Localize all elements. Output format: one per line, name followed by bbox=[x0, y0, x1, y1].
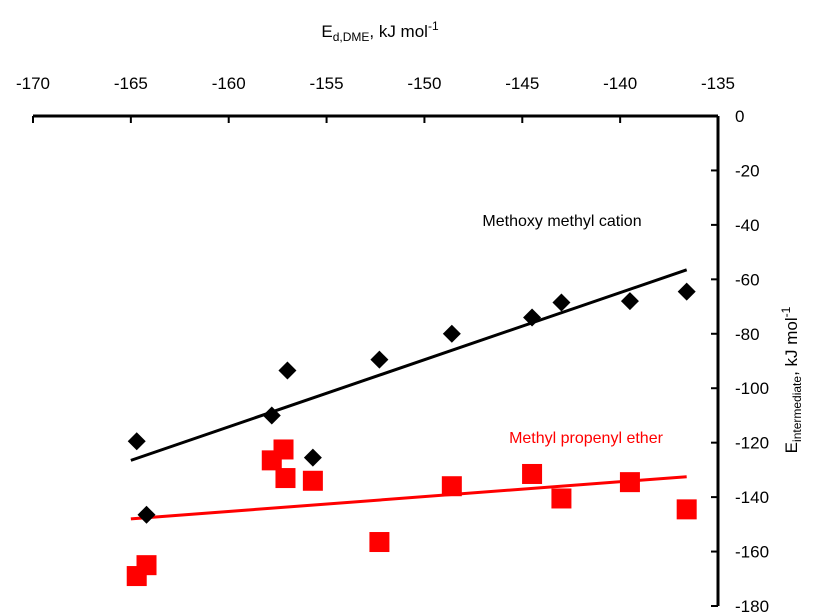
y-tick-label: -60 bbox=[735, 270, 760, 289]
data-point-diamond bbox=[677, 282, 696, 301]
y-tick-label: -80 bbox=[735, 325, 760, 344]
y-tick-label: -140 bbox=[735, 488, 769, 507]
y-tick-label: -20 bbox=[735, 161, 760, 180]
data-point-diamond bbox=[523, 308, 542, 327]
series-label-methyl-propenyl-ether: Methyl propenyl ether bbox=[509, 430, 664, 447]
y-tick-label: -40 bbox=[735, 216, 760, 235]
data-point-square bbox=[136, 555, 157, 576]
y-axis-title: Eintermediate, kJ mol-1 bbox=[779, 306, 804, 453]
data-point-square bbox=[369, 532, 390, 553]
data-point-square bbox=[619, 472, 640, 493]
data-point-diamond bbox=[137, 505, 156, 524]
data-point-square bbox=[522, 463, 543, 484]
data-point-diamond bbox=[303, 448, 322, 467]
x-tick-label: -160 bbox=[212, 74, 246, 93]
data-point-diamond bbox=[442, 324, 461, 343]
data-point-diamond bbox=[127, 432, 146, 451]
series-annotations: Methoxy methyl cation Methyl propenyl eth… bbox=[482, 213, 663, 447]
data-point-diamond bbox=[262, 406, 281, 425]
trendlines bbox=[130, 268, 688, 521]
data-point-square bbox=[275, 468, 296, 489]
y-tick-label: -180 bbox=[735, 597, 769, 615]
data-point-diamond bbox=[552, 293, 571, 312]
data-point-square bbox=[273, 439, 294, 460]
data-point-diamond bbox=[620, 292, 639, 311]
series-label-methoxy-methyl-cation: Methoxy methyl cation bbox=[482, 213, 641, 230]
x-tick-label: -165 bbox=[114, 74, 148, 93]
trendline bbox=[130, 475, 687, 521]
y-tick-label: -100 bbox=[735, 379, 769, 398]
x-tick-label: -150 bbox=[407, 74, 441, 93]
data-point-diamond bbox=[370, 350, 389, 369]
y-tick-label: -160 bbox=[735, 543, 769, 562]
data-point-square bbox=[551, 488, 572, 509]
x-tick-label: -145 bbox=[505, 74, 539, 93]
data-points bbox=[126, 282, 697, 587]
y-tick-label: -120 bbox=[735, 434, 769, 453]
trendline bbox=[130, 268, 688, 462]
x-tick-label: -135 bbox=[701, 74, 735, 93]
x-tick-label: -170 bbox=[16, 74, 50, 93]
data-point-square bbox=[441, 476, 462, 497]
data-point-diamond bbox=[278, 361, 297, 380]
data-point-square bbox=[302, 470, 323, 491]
x-tick-label: -140 bbox=[603, 74, 637, 93]
y-tick-label: 0 bbox=[735, 107, 744, 126]
data-point-square bbox=[676, 499, 697, 520]
x-axis-title: Ed,DME, kJ mol-1 bbox=[321, 19, 439, 44]
x-tick-label: -155 bbox=[310, 74, 344, 93]
